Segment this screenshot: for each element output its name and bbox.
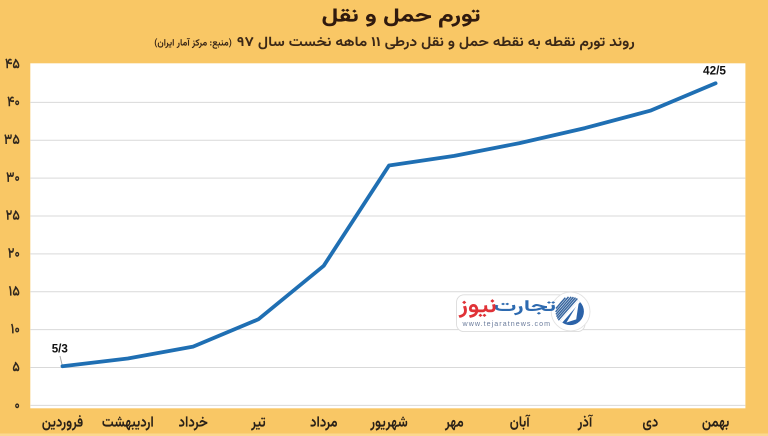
svg-text:42/5: 42/5 xyxy=(703,64,726,78)
svg-text:5/3: 5/3 xyxy=(52,343,69,356)
svg-text:www.tejaratnews.com: www.tejaratnews.com xyxy=(462,320,552,328)
